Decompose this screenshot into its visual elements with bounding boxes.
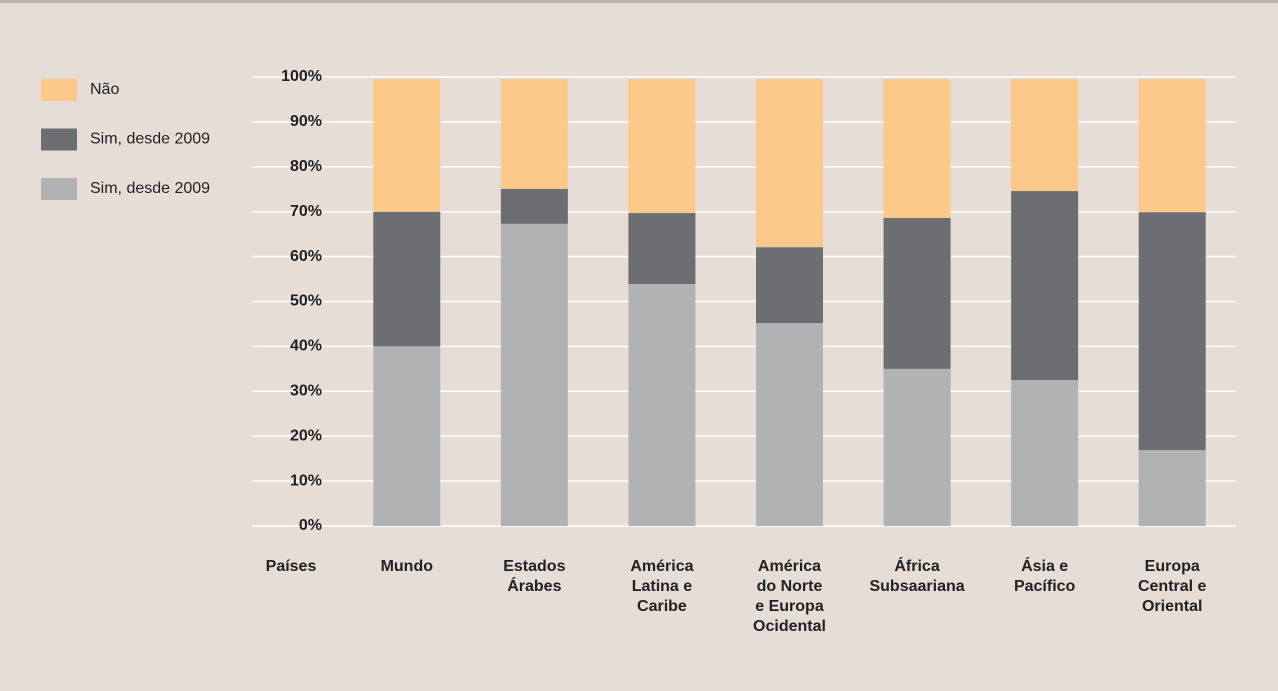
x-tick-label: Europa Central e Oriental	[1137, 558, 1207, 615]
bar-segment	[1011, 191, 1079, 381]
y-tick-label: 40%	[290, 338, 322, 355]
x-tick-label: Mundo	[380, 558, 433, 575]
bar-segment	[628, 79, 696, 214]
legend-label: Sim, desde 2009	[90, 180, 210, 197]
bar-segment	[1011, 380, 1079, 526]
bar-segment	[628, 283, 696, 526]
y-tick-label: 100%	[281, 68, 322, 85]
legend-swatch	[41, 178, 77, 200]
x-tick-label: Ásia e Pacífico	[1013, 558, 1076, 595]
y-tick-label: 80%	[290, 158, 322, 175]
legend-swatch	[41, 128, 77, 151]
y-tick-label: 0%	[299, 517, 322, 534]
bar-segment	[883, 217, 951, 369]
top-border	[0, 0, 1278, 3]
bar-segment	[756, 247, 823, 324]
y-tick-label: 70%	[290, 203, 322, 220]
x-tick-label: América Latina e Caribe	[630, 558, 694, 615]
y-tick-label: 60%	[290, 248, 322, 265]
bar-segment	[500, 223, 568, 526]
bar-segment	[1138, 79, 1206, 213]
legend-label: Não	[90, 81, 119, 98]
legend-swatch	[41, 79, 77, 101]
bar-segment	[883, 368, 951, 526]
y-tick-label: 50%	[290, 293, 322, 310]
x-tick-label: América do Norte e Europa Ocidental	[753, 558, 826, 635]
x-axis-label: Países	[265, 558, 317, 575]
y-tick-label: 90%	[290, 113, 322, 130]
bar-segment	[1138, 212, 1206, 451]
bar-segment	[373, 346, 441, 526]
bar-segment	[1011, 79, 1079, 192]
x-tick-label: Estados Árabes	[503, 558, 566, 595]
bar-segment	[756, 79, 823, 248]
y-tick-label: 10%	[290, 472, 322, 489]
bar-segment	[373, 79, 441, 212]
bar-segment	[500, 79, 568, 189]
bar-segment	[628, 213, 696, 284]
legend-label: Sim, desde 2009	[90, 131, 210, 148]
bar-segment	[883, 79, 951, 218]
bar-segment	[756, 323, 823, 526]
y-tick-label: 30%	[290, 383, 322, 400]
bar-segment	[500, 188, 568, 224]
x-tick-label: África Subsaariana	[869, 558, 965, 595]
y-tick-label: 20%	[290, 427, 322, 444]
bar-segment	[373, 211, 441, 347]
bar-segment	[1138, 450, 1206, 526]
